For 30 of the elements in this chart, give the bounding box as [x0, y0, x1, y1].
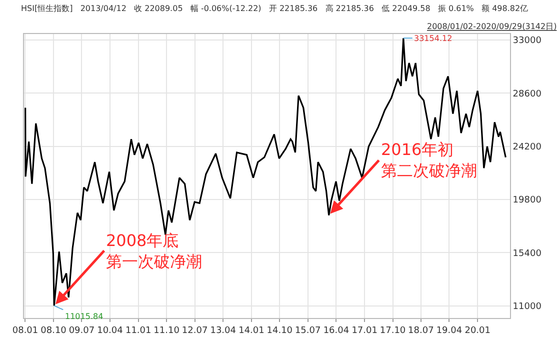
- line-series: [24, 37, 506, 307]
- x-tick-label: 11.10: [154, 326, 180, 336]
- x-tick-label: 11.01: [125, 326, 152, 336]
- annotation: 2016年初第二次破净潮: [381, 140, 477, 180]
- y-tick-label: 19800: [512, 196, 542, 206]
- x-tick-label: 16.04: [323, 326, 350, 336]
- chart-title: HSI[恒生指数] 2013/04/12 收 22089.05 幅 -0.06%(-12.22) 开 22185.36 高 22185.36 低 22049.58 振 0.61% 额 498.82亿: [21, 4, 528, 13]
- y-tick-label: 24200: [512, 142, 542, 153]
- chart-subtitle: 2008/01/02-2020/09/29(3142日): [427, 22, 557, 31]
- y-tick-label: 15400: [512, 248, 542, 259]
- x-tick-label: 18.07: [408, 326, 434, 336]
- y-tick-label: 11000: [512, 302, 542, 312]
- x-tick-label: 09.07: [68, 326, 95, 336]
- annotation: 11015.84: [65, 312, 104, 321]
- x-tick-label: 13.04: [210, 326, 236, 336]
- x-tick-label: 19.04: [436, 326, 462, 336]
- x-tick-label: 12.07: [182, 326, 208, 336]
- annotation: 2008年底第一次破净潮: [106, 231, 202, 271]
- y-tick-label: 28600: [512, 89, 542, 100]
- annotation: 33154.12: [414, 34, 452, 43]
- y-tick-label: 33000: [512, 36, 542, 46]
- x-tick-label: 14.10: [266, 326, 293, 336]
- x-tick-label: 15.07: [294, 326, 321, 336]
- x-tick-label: 17.01: [352, 326, 378, 336]
- x-tick-label: 10.04: [97, 326, 124, 336]
- x-tick-label: 17.10: [380, 326, 406, 336]
- x-tick-label: 08.01: [12, 326, 38, 336]
- x-tick-label: 14.01: [238, 326, 264, 336]
- x-tick-label: 08.10: [40, 326, 67, 336]
- x-tick-label: 20.01: [464, 326, 490, 336]
